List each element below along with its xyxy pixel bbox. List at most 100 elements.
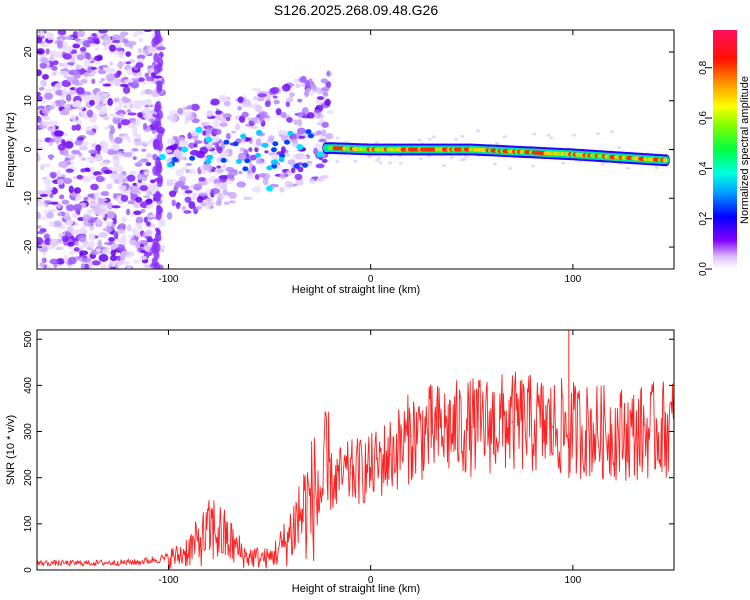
colorbar-tick-label: 0.0 (698, 262, 709, 276)
spectrogram-noise-blob (138, 37, 144, 43)
spectrogram-noise-blob (74, 140, 83, 146)
spectrogram-noise-blob (284, 180, 294, 189)
spectrogram-noise-blob (145, 76, 154, 82)
spectrogram-noise-blob (134, 230, 141, 237)
y-tick-label: -20 (23, 239, 34, 254)
spectrogram-hot-spot (232, 141, 239, 147)
spectrogram-x-label: Height of straight line (km) (292, 284, 420, 296)
spectrogram-noise-blob (127, 82, 133, 87)
spectrogram-noise-blob (90, 183, 99, 191)
spectrogram-noise-blob (123, 79, 133, 84)
spectrogram-noise-blob (48, 220, 55, 227)
spectrogram-noise-blob (67, 256, 77, 265)
spectrogram-noise-blob (294, 173, 303, 181)
spectrogram-streak (153, 35, 160, 46)
spectrogram-noise-blob (47, 208, 57, 213)
spectrogram-noise-blob (115, 260, 124, 266)
spectrogram-noise-blob (272, 95, 278, 99)
spectrogram-noise-blob (91, 78, 96, 85)
spectrogram-noise-blob (37, 91, 42, 97)
spectrogram-y-ticks: -20 -10 0 10 20 (23, 46, 674, 254)
spectrogram-hot-spot (307, 133, 314, 139)
spectrogram-noise-blob (254, 105, 263, 113)
spectrogram-noise-blob (137, 160, 143, 165)
spectrogram-noise-blob (321, 121, 329, 128)
spectrogram-noise-blob (126, 137, 132, 143)
spectrogram-noise-blob (226, 173, 233, 179)
spectrogram-noise-blob (251, 87, 262, 92)
spectrogram-y-label: Frequency (Hz) (5, 112, 17, 188)
tone-track-core (662, 158, 668, 163)
spectrogram-noise-blob (43, 209, 49, 215)
spectrogram-noise-blob (37, 262, 41, 268)
y-tick-label: 0 (23, 146, 34, 152)
spectrogram-noise-blob (219, 153, 226, 157)
spectrogram-noise-blob (109, 44, 116, 52)
spectrogram-noise-blob (56, 212, 63, 217)
spectrogram-noise-blob (120, 194, 129, 202)
spectrogram-noise-blob (37, 116, 42, 124)
colorbar-tick-label: 0.2 (698, 211, 709, 225)
spectrogram-noise-blob (314, 109, 321, 114)
spectrogram-noise-blob (73, 71, 82, 79)
spectrogram-noise-blob (211, 136, 220, 143)
spectrogram-noise-blob (140, 208, 146, 213)
spectrogram-noise-blob (193, 140, 203, 144)
spectrogram-noise-blob (118, 223, 127, 229)
spectrogram-noise-blob (142, 122, 148, 130)
spectrogram-noise-blob (237, 96, 244, 103)
spectrogram-noise-blob (87, 65, 92, 74)
spectrogram-noise-blob (238, 170, 243, 175)
spectrogram-noise-blob (231, 130, 236, 134)
spectrogram-hot-spot (272, 141, 279, 147)
spectrogram-speckle (431, 135, 436, 139)
spectrogram-noise-blob (122, 260, 130, 265)
spectrogram-noise-blob (74, 100, 82, 107)
x-tick-label: 100 (565, 575, 582, 586)
spectrogram-noise-blob (177, 136, 186, 142)
spectrogram-noise-blob (264, 150, 269, 154)
spectrogram-noise-blob (80, 78, 88, 84)
spectrogram-noise-blob (88, 233, 96, 241)
spectrogram-noise-blob (111, 261, 116, 268)
spectrogram-noise-blob (205, 201, 216, 206)
spectrogram-noise-blob (120, 250, 131, 256)
spectrogram-noise-blob (150, 179, 156, 184)
spectrogram-noise-blob (82, 214, 92, 221)
spectrogram-noise-blob (72, 43, 81, 49)
spectrogram-noise-blob (142, 195, 151, 199)
spectrogram-noise-blob (166, 212, 173, 220)
spectrogram-noise-blob (92, 37, 100, 42)
spectrogram-noise-blob (321, 158, 328, 163)
spectrogram-noise-blob (38, 86, 45, 91)
spectrogram-noise-blob (129, 170, 137, 175)
spectrogram-noise-blob (37, 230, 44, 235)
snr-point (197, 541, 200, 544)
spectrogram-noise-blob (63, 148, 69, 157)
spectrogram-noise-blob (188, 142, 196, 149)
spectrogram-noise-blob (50, 201, 59, 205)
spectrogram-noise-blob (134, 141, 143, 147)
spectrogram-noise-blob (106, 183, 113, 190)
spectrogram-noise-blob (298, 135, 306, 139)
spectrogram-noise-blob (253, 95, 259, 101)
spectrogram-noise-blob (78, 145, 88, 151)
spectrogram-speckle (388, 161, 393, 165)
spectrogram-noise-blob (46, 32, 55, 41)
spectrogram-noise-blob (288, 95, 293, 103)
spectrogram-noise-blob (236, 181, 247, 188)
spectrogram-noise-blob (132, 104, 140, 109)
spectrogram-noise-blob (144, 245, 150, 252)
spectrogram-noise-blob (146, 198, 153, 205)
spectrogram-noise-blob (125, 51, 132, 57)
spectrogram-noise-blob (127, 112, 137, 116)
spectrogram-noise-blob (143, 264, 152, 268)
spectrogram-noise-blob (315, 163, 325, 169)
spectrogram-noise-blob (145, 98, 152, 103)
spectrogram-noise-blob (102, 227, 112, 232)
spectrogram-noise-blob (76, 174, 83, 180)
spectrogram-noise-blob (102, 35, 112, 44)
spectrogram-noise-blob (37, 153, 40, 162)
spectrogram-noise-blob (143, 171, 149, 176)
spectrogram-noise-blob (65, 104, 71, 109)
